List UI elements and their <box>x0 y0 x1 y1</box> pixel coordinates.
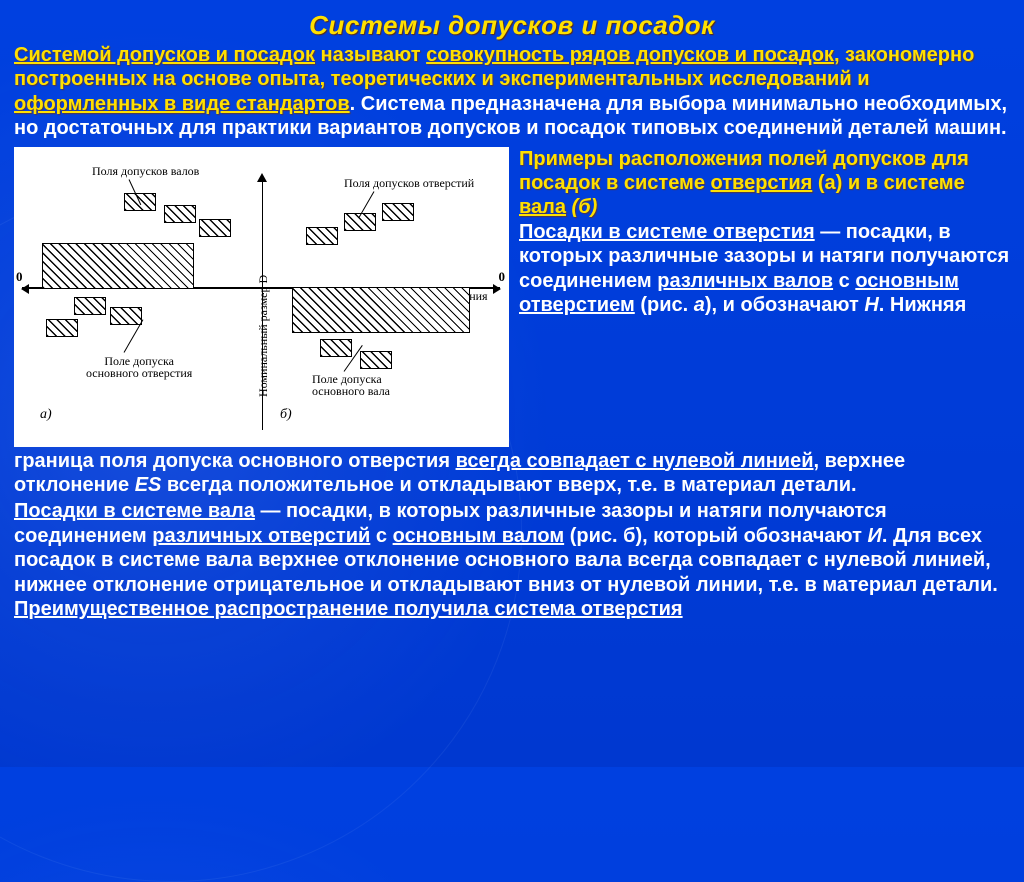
letter-a: а) <box>40 407 52 423</box>
lbl-shaft-fields: Поля допусков валов <box>92 165 199 178</box>
term-system: Системой допусков и посадок <box>14 44 315 66</box>
example-caption: Примеры расположения полей допусков для … <box>519 147 1010 220</box>
main-hole-field <box>42 243 194 289</box>
lbl-hole-fields: Поля допусков отверстий <box>344 177 474 190</box>
hole-system-def: Посадки в системе отверстия — посадки, в… <box>519 220 1010 318</box>
zero-left: 0 <box>16 269 23 285</box>
tolerance-diagram: 0 0 Нулевая линия Номинальный размер D П… <box>14 147 509 447</box>
nominal-size-label: Номинальный размер D <box>256 274 271 396</box>
zero-right: 0 <box>499 269 506 285</box>
shaft-system-def: Посадки в системе вала — посадки, в кото… <box>14 499 1010 621</box>
main-shaft-field <box>292 287 470 333</box>
lbl-main-shaft: Поле допуска основного вала <box>312 373 390 398</box>
lbl-main-hole: Поле допуска основного отверстия <box>86 355 192 380</box>
page-title: Системы допусков и посадок <box>14 10 1010 41</box>
intro-paragraph: Системой допусков и посадок называют сов… <box>14 43 1010 141</box>
hole-system-cont: граница поля допуска основного отверстия… <box>14 449 1010 498</box>
letter-b: б) <box>280 407 292 423</box>
